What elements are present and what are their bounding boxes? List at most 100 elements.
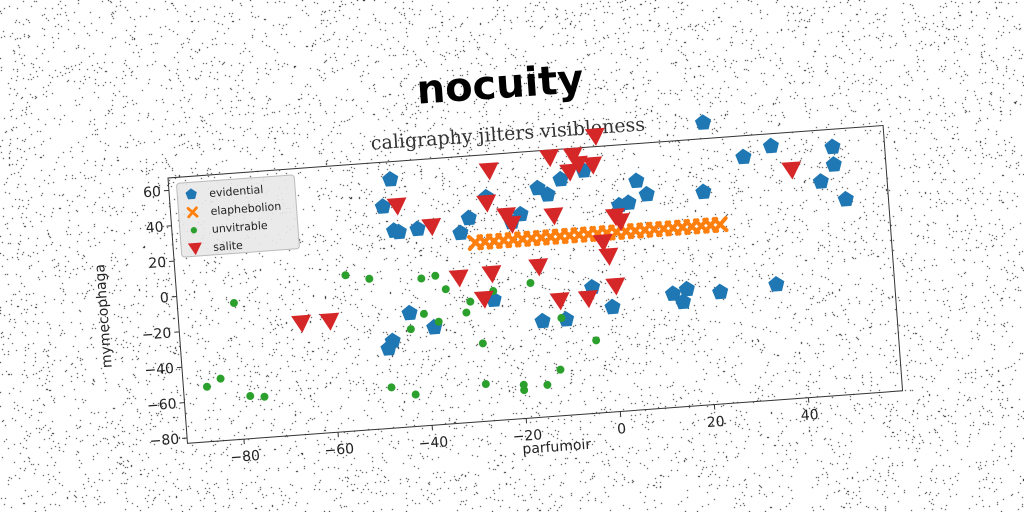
legend-label: salite xyxy=(213,239,244,254)
x-axis-label: parfumoir xyxy=(522,437,592,458)
data-point xyxy=(592,336,601,345)
data-point xyxy=(712,283,729,300)
legend-marker xyxy=(187,242,202,256)
data-point xyxy=(664,285,682,302)
data-point xyxy=(638,185,655,202)
legend-label: unvitrable xyxy=(211,219,268,236)
data-point xyxy=(528,258,549,277)
data-point xyxy=(291,314,312,333)
data-point xyxy=(421,217,442,237)
data-point xyxy=(341,271,350,280)
chart-title: nocuity xyxy=(415,56,585,114)
series-elaphebolion xyxy=(467,216,729,251)
data-point xyxy=(229,298,238,307)
plot-area: −80 −60 −40 −20 0 20 40 −80 −60 −40 −20 0 20 40 60 evi… xyxy=(92,114,904,466)
data-point xyxy=(762,137,779,154)
data-point xyxy=(552,170,569,187)
data-point xyxy=(478,339,487,348)
y-tick-label: 0 xyxy=(159,290,169,307)
x-tick-label: 20 xyxy=(706,414,725,431)
data-point xyxy=(460,209,477,226)
data-point xyxy=(202,382,211,391)
legend-marker xyxy=(190,227,198,234)
data-point xyxy=(473,290,494,309)
data-point xyxy=(562,147,583,166)
data-point xyxy=(380,340,397,356)
data-point xyxy=(216,374,225,383)
data-point xyxy=(319,312,340,331)
data-point xyxy=(534,312,551,329)
data-point xyxy=(501,215,522,234)
data-point xyxy=(577,290,598,309)
plot-frame xyxy=(167,124,904,444)
data-point xyxy=(481,380,490,389)
data-point xyxy=(605,277,626,296)
y-axis-label: mymecophaga xyxy=(92,263,116,368)
data-point xyxy=(598,247,619,266)
y-tick-label: −40 xyxy=(144,361,175,379)
data-point xyxy=(462,308,471,317)
data-point xyxy=(837,190,854,207)
data-point xyxy=(592,233,613,253)
data-point xyxy=(628,172,645,189)
data-point xyxy=(812,173,829,189)
y-tick-label: −80 xyxy=(149,432,180,450)
data-point xyxy=(520,386,529,395)
y-tick-label: −60 xyxy=(147,396,178,414)
series-salite xyxy=(291,127,802,333)
data-point xyxy=(387,383,396,392)
data-point xyxy=(539,148,560,168)
data-point xyxy=(466,297,475,306)
data-point xyxy=(620,194,637,211)
data-point xyxy=(406,325,415,334)
y-tick-label: 40 xyxy=(145,219,164,236)
data-marks xyxy=(202,114,854,401)
data-point xyxy=(695,183,712,200)
x-tick-label: 0 xyxy=(617,421,627,438)
x-tick-label: 40 xyxy=(800,407,819,424)
data-point xyxy=(557,314,566,323)
data-point xyxy=(694,114,712,130)
data-point xyxy=(452,224,469,241)
data-point xyxy=(481,265,502,284)
data-point xyxy=(543,380,552,389)
data-point xyxy=(441,285,450,294)
data-point xyxy=(556,365,565,374)
chart-subtitle: caligraphy jilters visibleness xyxy=(370,113,646,154)
data-point xyxy=(478,162,499,181)
data-point xyxy=(411,390,420,399)
data-point xyxy=(448,269,469,288)
data-point xyxy=(674,293,692,310)
data-point xyxy=(735,148,752,165)
data-point xyxy=(559,163,579,182)
data-point xyxy=(781,161,802,180)
y-tick-label: −20 xyxy=(141,325,172,343)
data-point xyxy=(526,278,535,287)
legend-marker xyxy=(185,188,197,200)
x-tick-label: −40 xyxy=(418,434,449,452)
y-tick-label: 60 xyxy=(143,184,162,201)
data-point xyxy=(382,170,399,187)
data-point xyxy=(768,275,785,292)
data-point xyxy=(711,216,729,234)
data-point xyxy=(365,274,374,283)
x-tick-label: −60 xyxy=(324,441,355,459)
data-point xyxy=(417,274,426,283)
data-point xyxy=(260,392,269,401)
legend-box xyxy=(176,174,300,258)
x-tick-label: −80 xyxy=(230,448,261,466)
data-point xyxy=(496,207,516,226)
data-point xyxy=(824,138,841,155)
data-point xyxy=(529,179,546,196)
data-point xyxy=(609,213,630,232)
data-point xyxy=(543,207,564,226)
y-tick-label: 20 xyxy=(148,255,167,272)
data-point xyxy=(584,127,605,146)
data-point xyxy=(549,292,570,311)
data-point xyxy=(678,280,695,297)
data-point xyxy=(246,392,255,401)
data-point xyxy=(386,197,407,216)
